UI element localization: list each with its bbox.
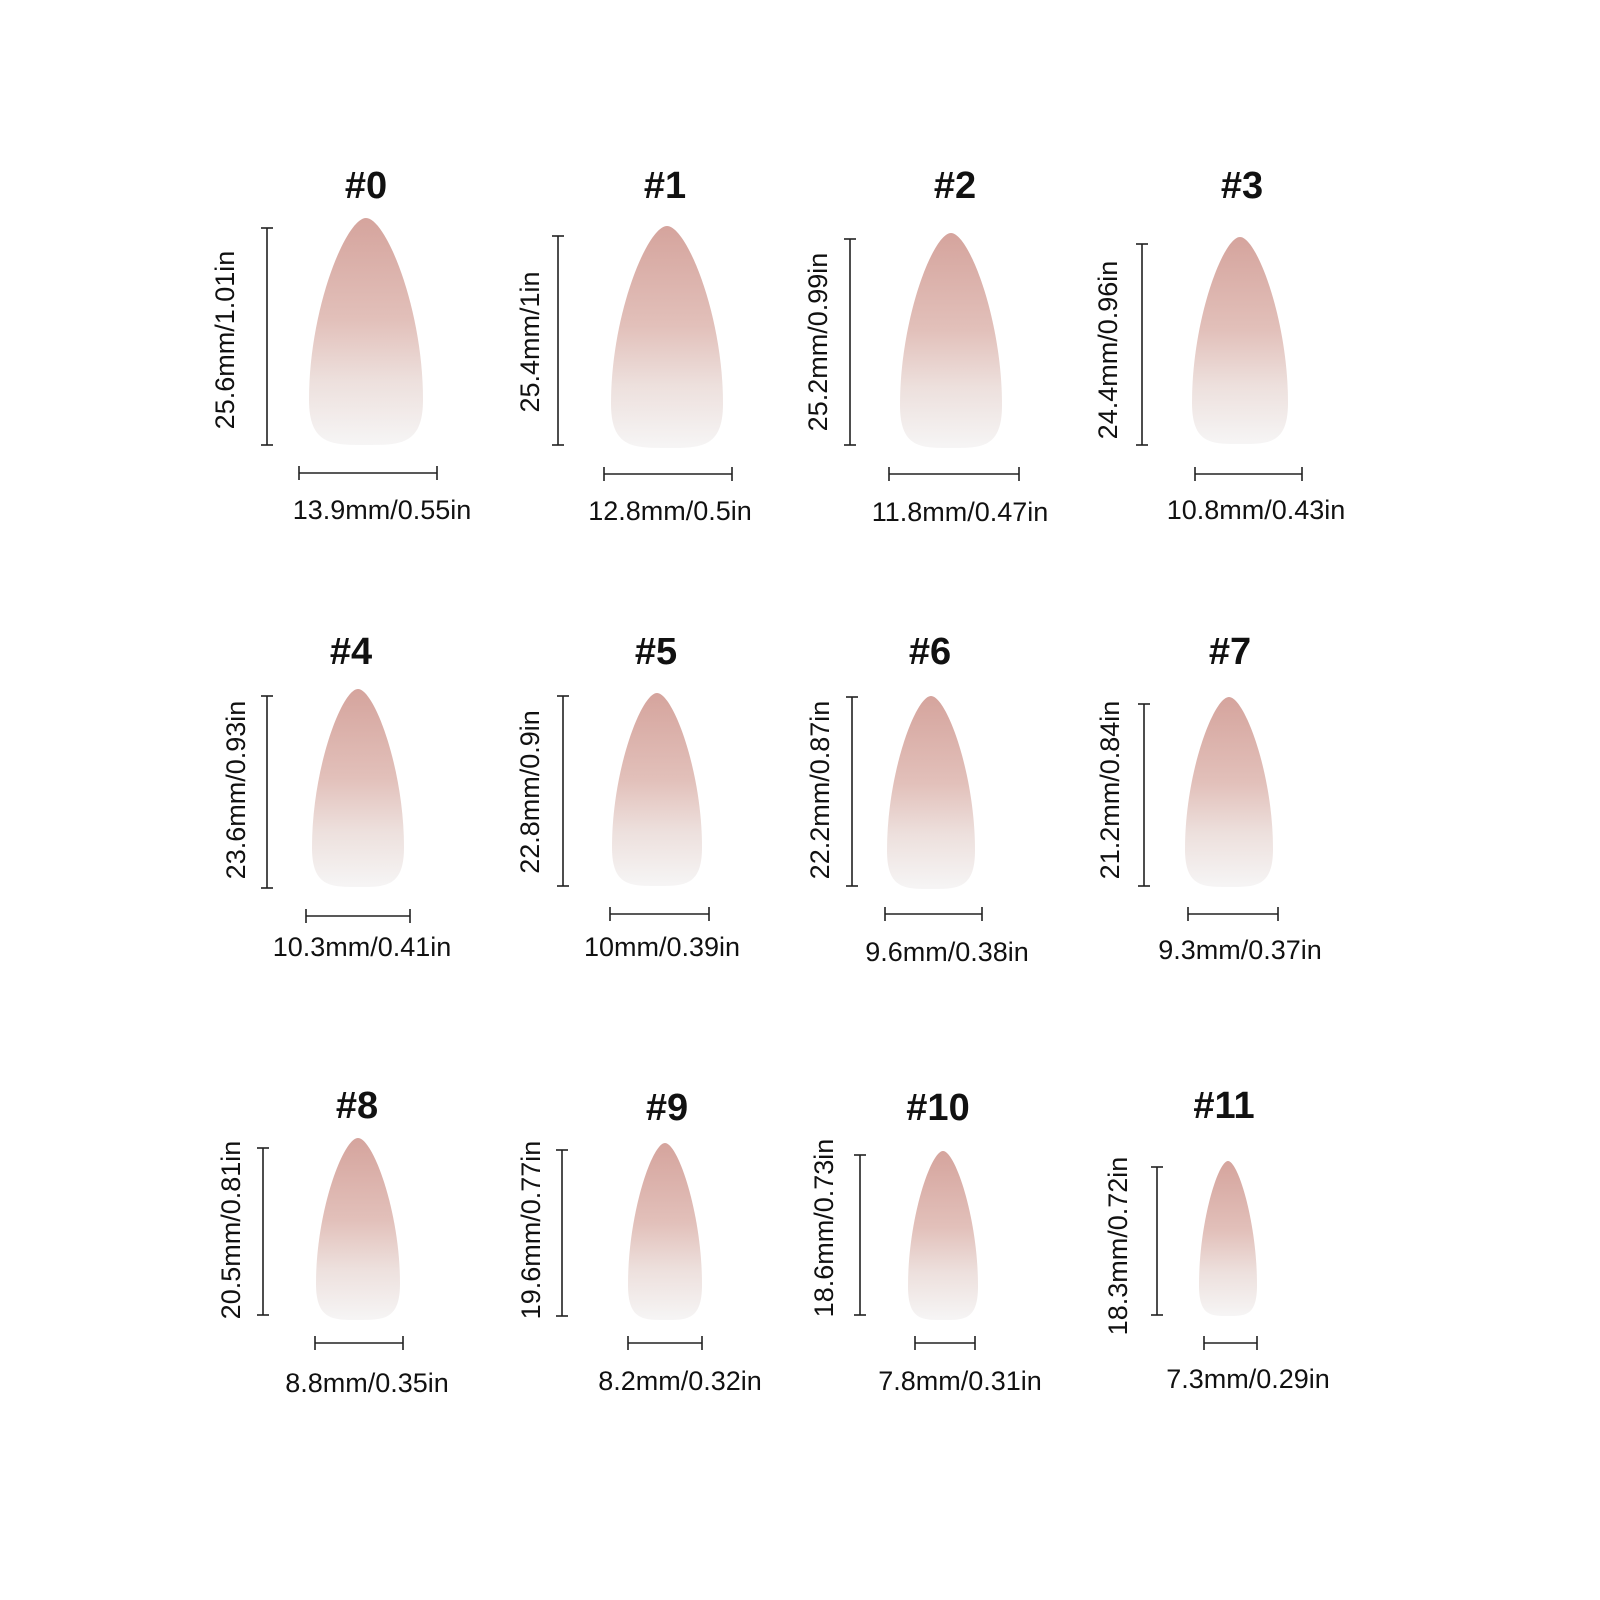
width-label: 10mm/0.39in [584,932,740,962]
nail-shape [1199,1161,1257,1316]
nail-shape [309,218,423,445]
nail-label: #2 [934,165,976,207]
width-label: 8.8mm/0.35in [285,1368,449,1398]
nail-label: #4 [330,631,372,673]
nail-label: #6 [909,631,951,673]
nail-label: #7 [1209,631,1251,673]
width-label: 9.3mm/0.37in [1158,935,1322,965]
height-label: 20.5mm/0.81in [216,1141,246,1320]
height-label: 21.2mm/0.84in [1095,701,1125,880]
nail-label: #11 [1193,1085,1254,1127]
nail-shape [1185,697,1273,887]
nail-label: #5 [635,631,677,673]
nail-shape [1192,237,1288,444]
nail-shape [312,689,404,887]
nail-shape [611,226,723,448]
nail-label: #10 [906,1087,969,1129]
height-label: 22.8mm/0.9in [515,710,545,874]
width-label: 11.8mm/0.47in [872,497,1049,527]
nail-label: #8 [336,1085,378,1127]
width-label: 12.8mm/0.5in [588,496,752,526]
height-label: 23.6mm/0.93in [221,701,251,880]
nail-label: #0 [345,165,387,207]
height-label: 24.4mm/0.96in [1093,261,1123,440]
width-label: 7.3mm/0.29in [1166,1364,1330,1394]
width-label: 13.9mm/0.55in [293,495,472,525]
height-label: 25.2mm/0.99in [803,253,833,432]
nail-shape [628,1143,702,1320]
nail-label: #3 [1221,165,1263,207]
nail-shape [887,696,975,889]
width-label: 10.8mm/0.43in [1167,495,1346,525]
nail-shape [900,233,1002,448]
nail-shape [612,693,702,886]
nail-shape [316,1138,400,1320]
nail-label: #1 [644,165,686,207]
height-label: 18.3mm/0.72in [1103,1157,1133,1336]
height-label: 25.4mm/1in [515,271,545,412]
width-label: 7.8mm/0.31in [878,1366,1042,1396]
height-label: 22.2mm/0.87in [805,701,835,880]
height-label: 19.6mm/0.77in [516,1141,546,1320]
width-label: 9.6mm/0.38in [865,937,1029,967]
nail-shape [908,1151,978,1320]
width-label: 8.2mm/0.32in [598,1366,762,1396]
nail-label: #9 [646,1087,688,1129]
height-label: 25.6mm/1.01in [210,251,240,430]
height-label: 18.6mm/0.73in [809,1139,839,1318]
width-label: 10.3mm/0.41in [273,932,452,962]
